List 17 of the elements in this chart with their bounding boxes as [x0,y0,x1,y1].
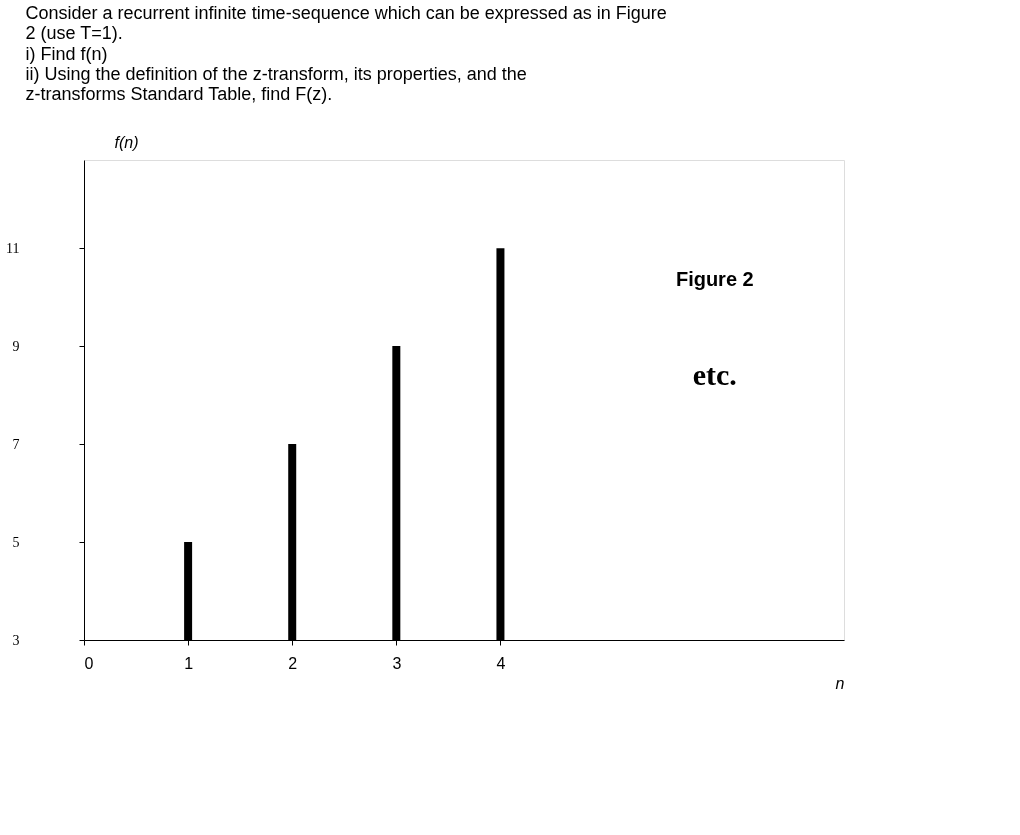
x-axis-title: n [835,674,845,692]
x-tick-label: 1 [184,654,194,672]
y-tick-label: 9 [12,338,20,354]
annotation: Figure 2 [675,268,754,290]
x-tick-label: 2 [288,654,298,672]
x-tick-label: 0 [84,654,94,672]
y-tick-label: 11 [6,240,20,256]
text: ii) Using the definition of the z-transform, its properties, and the z-transforms Standard Table, find F(z). [25,64,527,104]
y-tick-label: 7 [12,436,20,452]
text: i) Find f(n) [25,44,108,64]
x-tick-label: 4 [496,654,506,672]
annotation: etc. [692,358,737,391]
x-tick-label: 3 [392,654,402,672]
y-tick-label: 5 [12,534,20,550]
y-tick-label: 3 [12,632,20,648]
chart-title: Consider a recurrent infinite time-sequence which can be expressed as in Figure 2 (use T=1). [25,3,667,43]
y-axis-title: f(n) [114,133,139,151]
